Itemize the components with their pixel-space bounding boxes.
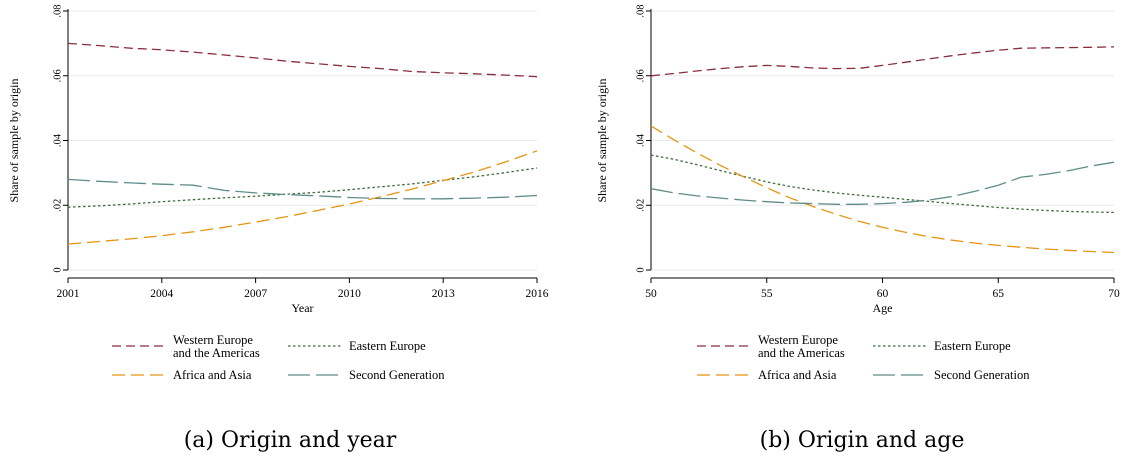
legend-label: Africa and Asia (758, 368, 837, 382)
y-tick-label: .02 (53, 199, 64, 212)
y-tick-label: .04 (53, 133, 64, 147)
x-tick-label: 2007 (244, 288, 267, 300)
x-tick-label: 50 (645, 288, 657, 300)
chart-panel-b: 0 .02 .04 .06 .08 50 55 60 65 70 Age Share of sampl… (595, 4, 1120, 453)
legend-label: Eastern Europe (934, 339, 1011, 353)
series-line-western-europe-and-the-americas (650, 46, 1115, 77)
legend-label: Western Europe (173, 333, 253, 347)
y-tick-label: .06 (53, 69, 64, 82)
x-axis-label: Year (291, 301, 313, 315)
legend-label: Second Generation (934, 368, 1030, 382)
chart-panel-a: 0 .02 .04 .06 .08 2001 2004 2007 2010 2013 2016 Yea… (7, 4, 549, 453)
legend-label: Western Europe (758, 333, 838, 347)
x-tick-label: 2010 (338, 288, 361, 300)
y-tick-label: .08 (53, 4, 64, 17)
y-axis-label: Share of sample by origin (7, 79, 21, 203)
panel-caption: (a) Origin and year (184, 428, 397, 453)
legend-label: and the Americas (758, 346, 845, 360)
series-line-africa-and-asia (650, 125, 1115, 254)
x-tick-label: 55 (761, 288, 773, 300)
x-tick-label: 2013 (432, 288, 455, 300)
y-tick-label: 0 (636, 267, 647, 272)
x-tick-label: 70 (1108, 288, 1120, 300)
y-axis-label: Share of sample by origin (595, 79, 609, 203)
series-line-eastern-europe (67, 167, 538, 208)
y-tick-label: .06 (636, 69, 647, 82)
y-tick-label: .08 (636, 4, 647, 17)
x-tick-label: 2001 (57, 288, 80, 300)
x-tick-label: 65 (993, 288, 1005, 300)
x-tick-label: 60 (877, 288, 889, 300)
series-line-africa-and-asia (67, 150, 538, 245)
y-tick-label: .04 (636, 133, 647, 147)
series-line-eastern-europe (650, 154, 1115, 214)
y-tick-label: 0 (53, 267, 64, 272)
legend-label: Second Generation (349, 368, 445, 382)
x-axis-label: Age (873, 301, 893, 315)
legend-label: Africa and Asia (173, 368, 252, 382)
x-tick-label: 2004 (150, 288, 173, 300)
series-line-second-generation (67, 178, 538, 200)
legend-label: Eastern Europe (349, 339, 426, 353)
legend-label: and the Americas (173, 346, 260, 360)
y-tick-label: .02 (636, 199, 647, 212)
x-tick-label: 2016 (526, 288, 549, 300)
series-line-western-europe-and-the-americas (67, 42, 538, 78)
series-line-second-generation (650, 161, 1115, 205)
panel-caption: (b) Origin and age (760, 428, 965, 453)
